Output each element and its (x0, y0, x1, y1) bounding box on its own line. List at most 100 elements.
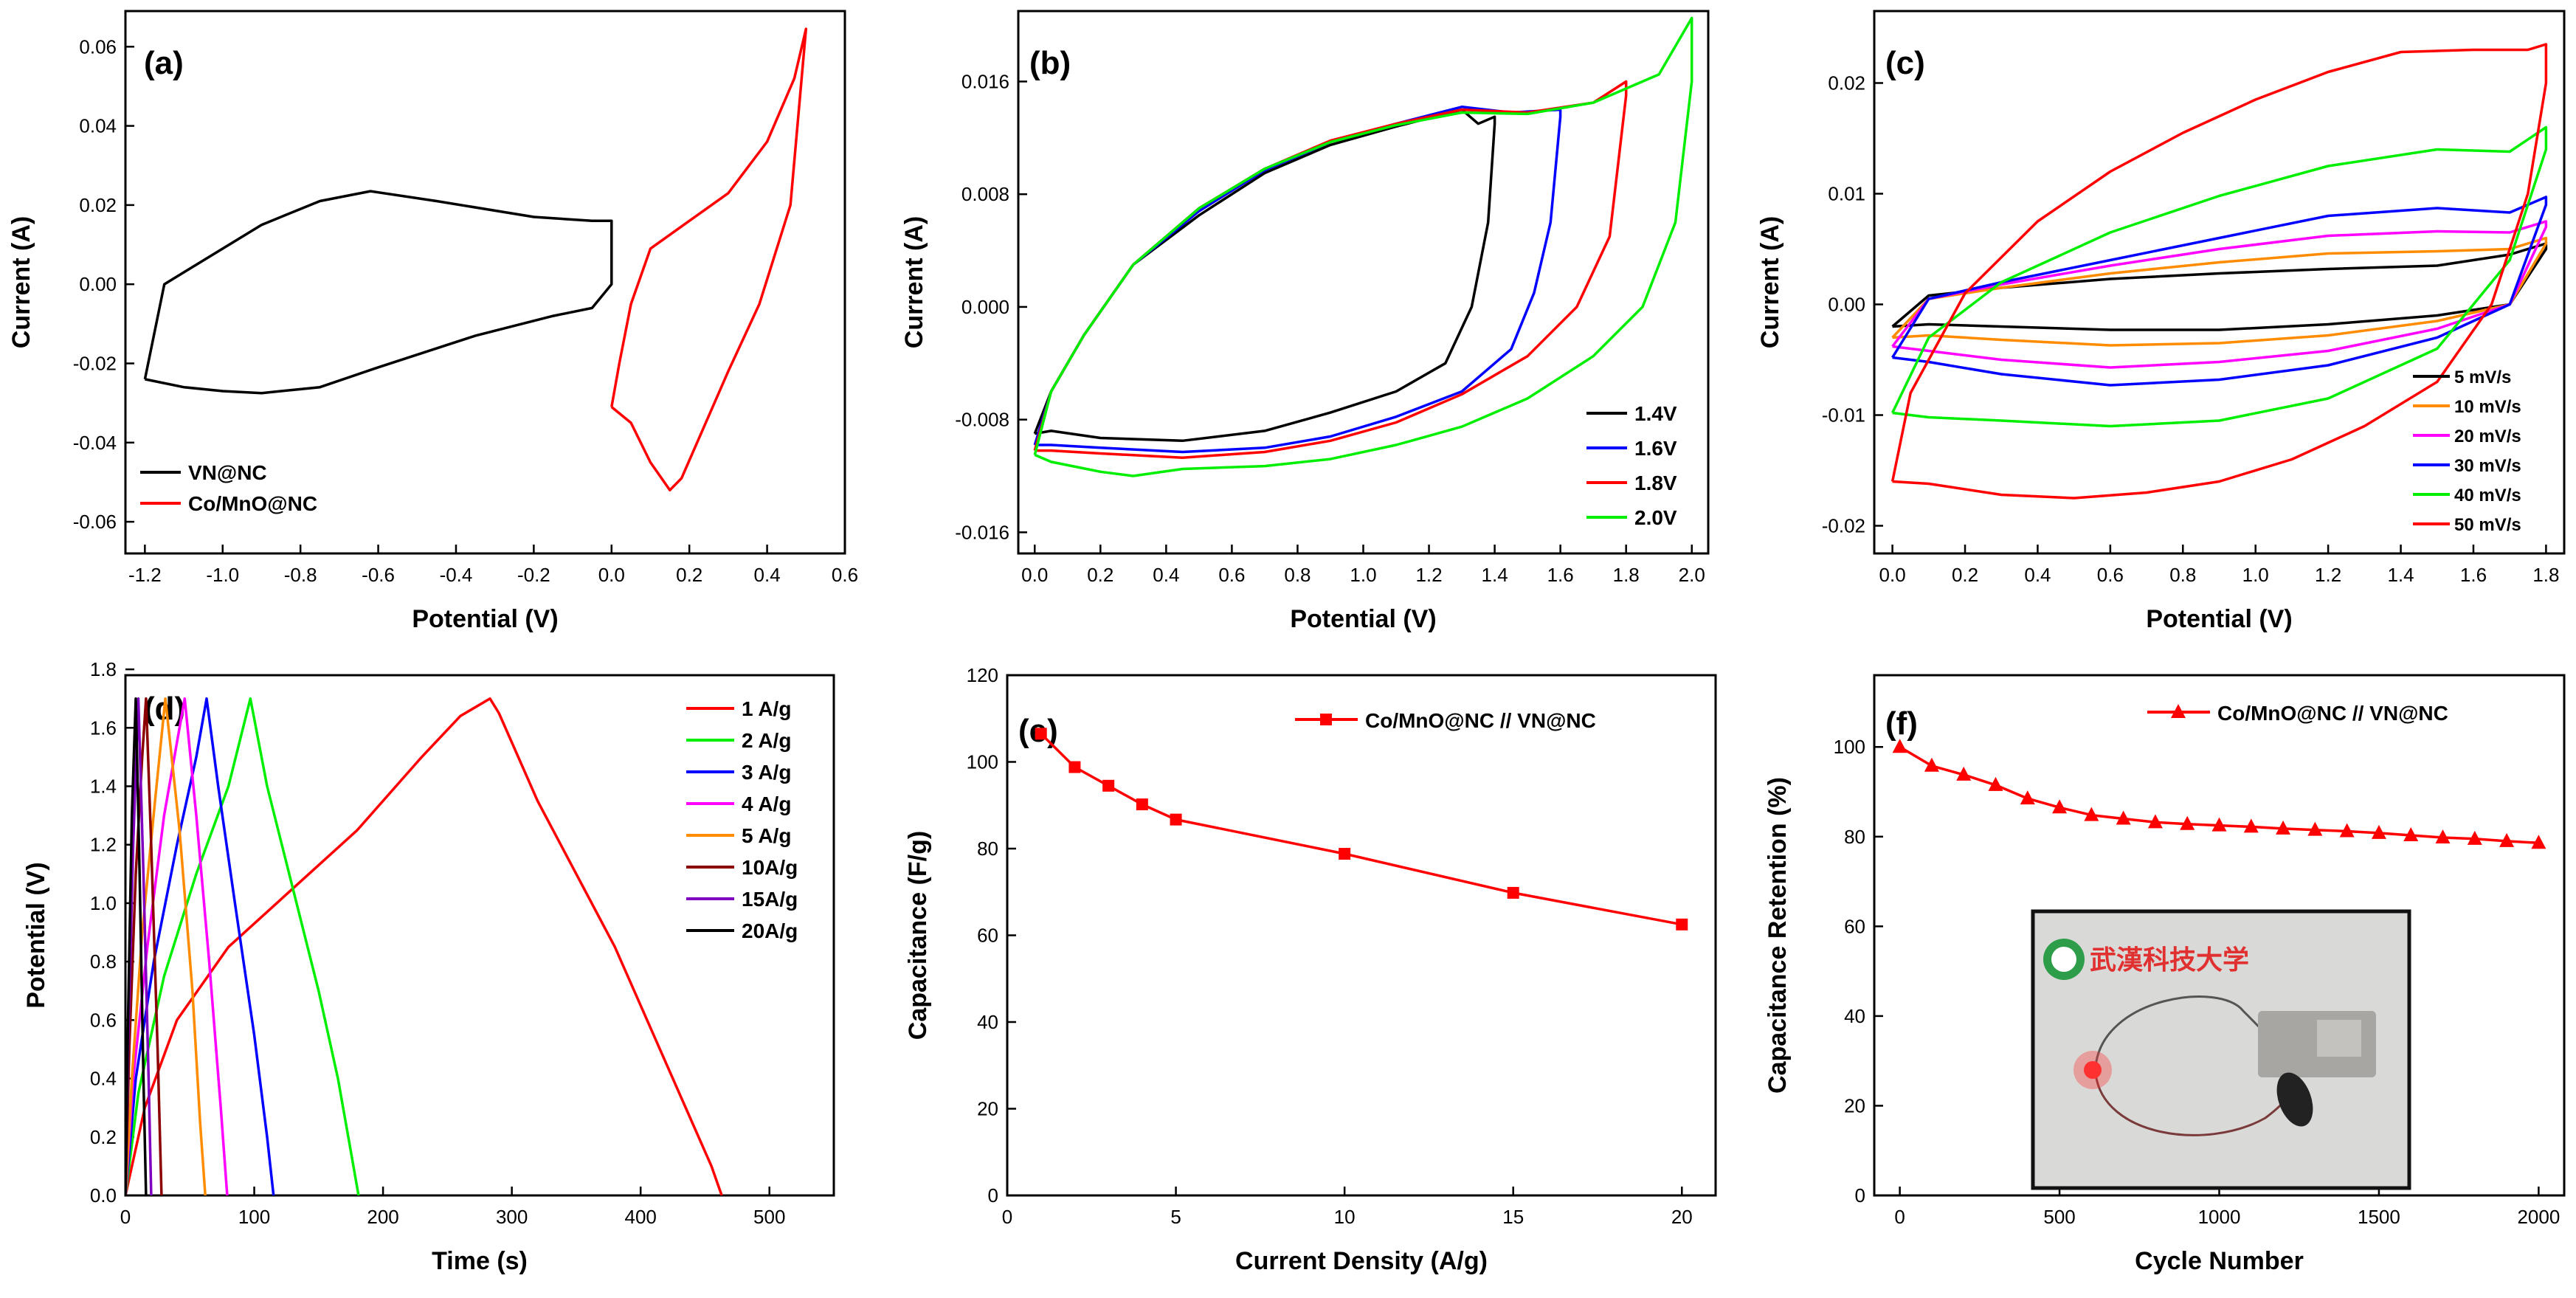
series-line-2 (1033, 80, 1628, 459)
legend-label: Co/MnO@NC // VN@NC (1365, 709, 1596, 732)
x-tick-label: 5 (1170, 1206, 1181, 1228)
data-point (1988, 776, 2003, 791)
data-point (1339, 848, 1351, 860)
x-tick-label: 0.4 (2024, 564, 2051, 586)
y-tick-label: 0.016 (961, 70, 1009, 92)
x-tick-label: 1.4 (1482, 564, 1508, 586)
x-tick-label: 1.2 (1415, 564, 1442, 586)
university-logo-inner (2051, 947, 2076, 972)
data-point (1892, 739, 1907, 753)
x-tick-label: 1.6 (1547, 564, 1574, 586)
panel-label: (b) (1029, 45, 1071, 81)
y-tick-label: 20 (977, 1098, 998, 1120)
x-tick-label: 2000 (2517, 1206, 2560, 1228)
x-tick-label: -0.4 (440, 564, 473, 586)
y-tick-label: 0.0 (90, 1184, 117, 1206)
y-tick-label: 0.04 (79, 115, 117, 137)
data-point (2276, 820, 2291, 835)
y-tick-label: -0.01 (1822, 404, 1865, 427)
legend-label: 5 mV/s (2454, 367, 2511, 387)
data-point (2211, 817, 2227, 832)
x-axis-label: Time (s) (432, 1247, 528, 1275)
x-tick-label: 0 (1002, 1206, 1012, 1228)
data-point (2116, 810, 2131, 825)
legend-label: 3 A/g (742, 761, 791, 784)
legend-label: 4 A/g (742, 793, 791, 815)
chart-panel-3: 0 100 200 300 400 500 0.0 0.2 0.4 0.6 0.8 1.0 1.2 1.4… (22, 658, 835, 1275)
legend: 1.4V 1.6V 1.8V 2.0V (1586, 402, 1677, 529)
legend-label: 1 A/g (742, 697, 791, 720)
x-tick-label: 500 (2043, 1206, 2075, 1228)
data-point (1035, 728, 1047, 740)
y-tick-label: 0.00 (79, 273, 117, 295)
y-tick-label: 0.8 (90, 950, 117, 973)
series-line-1 (1033, 106, 1562, 454)
x-tick-label: 15 (1502, 1206, 1524, 1228)
x-tick-label: 0.2 (676, 564, 702, 586)
x-tick-label: 0.2 (1952, 564, 1978, 586)
device-window (2317, 1020, 2361, 1057)
series-line-4 (1891, 125, 2548, 428)
x-tick-label: 0.6 (832, 564, 858, 586)
series-line-0 (1891, 242, 2548, 331)
x-tick-label: -1.0 (206, 564, 239, 586)
x-tick-label: 0.0 (1879, 564, 1906, 586)
y-tick-label: 80 (1844, 826, 1865, 848)
data-point (2403, 826, 2419, 841)
x-tick-label: 0 (1894, 1206, 1905, 1228)
data-point (2371, 824, 2386, 839)
data-point (1956, 766, 1972, 781)
y-tick-label: 1.8 (90, 658, 117, 680)
legend-label: 10A/g (742, 856, 798, 879)
plot-frame (1006, 674, 1717, 1197)
x-tick-label: 1.2 (2315, 564, 2341, 586)
legend-label: 30 mV/s (2454, 456, 2521, 476)
y-tick-label: 60 (977, 925, 998, 947)
x-tick-label: 1500 (2358, 1206, 2400, 1228)
inset-photo: 武漢科技大学 (2031, 909, 2411, 1190)
x-axis-label: Potential (V) (2146, 605, 2292, 633)
legend-label: Co/MnO@NC (188, 492, 317, 515)
data-point (1924, 757, 1939, 772)
series-line-3 (1033, 16, 1693, 477)
chart-panel-4: 0 5 10 15 20 0 20 40 60 80 100 120 Current Density (… (904, 664, 1717, 1275)
y-tick-label: 0.6 (90, 1009, 117, 1031)
series-line-1 (1891, 236, 2548, 347)
chart-panel-2: 0.0 0.2 0.4 0.6 0.8 1.0 1.2 1.4 1.6 1.8 -0.02 -0.01… (1756, 10, 2566, 633)
series-line-1 (125, 697, 360, 1195)
legend-label: VN@NC (188, 461, 267, 484)
y-tick-label: 0.06 (79, 35, 117, 58)
x-tick-label: 1.4 (2387, 564, 2414, 586)
x-tick-label: 1000 (2198, 1206, 2241, 1228)
y-tick-label: 1.0 (90, 892, 117, 914)
y-tick-label: 100 (967, 751, 998, 773)
x-tick-label: 1.0 (2242, 564, 2269, 586)
y-axis-label: Potential (V) (22, 862, 50, 1008)
data-point (2339, 823, 2355, 838)
legend: 1 A/g 2 A/g 3 A/g 4 A/g 5 A/g 10A/g 15A/g 20A/g (686, 697, 798, 942)
series-line-0 (1040, 733, 1682, 926)
chart-panel-5: 0 500 1000 1500 2000 0 20 40 60 80 100 Cycle Number… (1764, 674, 2566, 1275)
panel-label: (a) (144, 45, 184, 81)
panel-label: (c) (1885, 45, 1925, 81)
x-tick-label: 0.0 (1021, 564, 1048, 586)
y-tick-label: -0.04 (73, 432, 117, 454)
x-tick-label: 0.4 (1153, 564, 1179, 586)
y-tick-label: -0.06 (73, 511, 117, 533)
y-tick-label: 100 (1834, 736, 1865, 758)
series-line-0 (125, 697, 723, 1195)
legend-marker (2171, 704, 2186, 718)
y-tick-label: 0 (988, 1184, 998, 1206)
x-tick-label: 200 (367, 1206, 398, 1228)
data-point (2180, 815, 2195, 830)
legend: Co/MnO@NC // VN@NC (1295, 709, 1596, 732)
y-tick-label: 1.6 (90, 717, 117, 739)
x-tick-label: 20 (1671, 1206, 1693, 1228)
x-axis-label: Potential (V) (412, 605, 558, 633)
data-point (1170, 813, 1182, 826)
y-tick-label: 1.2 (90, 834, 117, 856)
data-point (2531, 835, 2546, 849)
legend-label: Co/MnO@NC // VN@NC (2217, 702, 2448, 725)
x-tick-label: 1.6 (2460, 564, 2487, 586)
legend-label: 1.8V (1634, 472, 1677, 494)
